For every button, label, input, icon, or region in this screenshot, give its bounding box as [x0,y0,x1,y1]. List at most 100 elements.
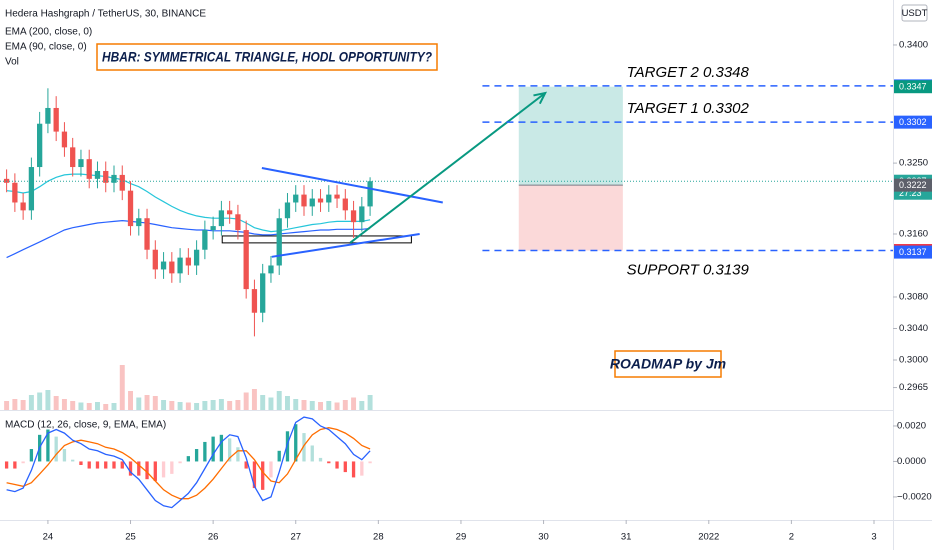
level-label: TARGET 1 0.3302 [627,100,750,117]
volume-bar [103,404,109,410]
macd-histogram-bar [4,461,9,469]
candle-body [251,289,258,313]
macd-histogram-bar [211,436,215,462]
candle-body [309,198,315,207]
y-tick-label: 0.3400 [899,39,928,50]
volume-bar [367,395,373,410]
macd-histogram-bar [360,461,364,476]
volume-bar [285,396,290,410]
price-tag [894,115,932,129]
volume-bar [144,395,150,410]
volume-bar [70,401,76,410]
level-label: TARGET 2 0.3348 [627,64,750,81]
candle-body [193,249,200,266]
candle-body [260,273,266,313]
volume-bar [28,395,34,410]
volume-bar [301,400,307,410]
volume-bar [342,400,348,410]
candle-body [144,218,150,250]
volume-bar [326,401,332,410]
volume-bar [210,400,216,410]
arrow [349,92,546,244]
candle-body [276,218,282,266]
volume-bar [95,402,100,410]
macd-histogram-bar [294,424,298,462]
volume-bar [260,395,266,410]
candle-body [210,226,216,231]
candle-body [111,174,117,183]
macd-histogram-bar [252,461,257,489]
volume-bar [177,402,183,410]
x-tick-label: 2022 [698,532,719,543]
x-tick-label: 2 [789,532,794,543]
macd-histogram-bar [137,461,141,476]
headline-box [96,43,438,71]
price-tag [894,80,932,94]
volume-bar [251,389,257,410]
candle-body [342,198,348,211]
volume-bar [268,397,274,410]
x-tick-label: 27 [290,532,301,543]
macd-histogram-bar [194,449,199,462]
arrow-head [533,91,548,105]
macd-histogram-bar [236,447,240,462]
macd-histogram-bar [79,461,83,465]
candle-body [235,214,241,231]
volume-bar [185,402,191,410]
ema-line [6,173,371,233]
volume-bar [4,401,10,410]
candle-body [28,167,35,211]
signature: ROADMAP by Jm [610,356,726,372]
volume-bar [334,402,340,410]
volume-bar [152,396,158,410]
level-label: SUPPORT 0.3139 [627,261,750,278]
candle-body [268,265,274,274]
volume-bar [276,391,282,410]
candle-body [70,147,76,168]
y-tick-label: 0.3160 [899,228,928,239]
x-tick-label: 25 [125,532,136,543]
macd-histogram-bar [153,461,157,481]
candle-body [103,170,109,183]
macd-histogram-bar [87,461,91,469]
candle-body [293,194,299,203]
countdown: 27:23 [899,188,922,198]
volume-bar [194,403,200,410]
candle-body [334,194,340,199]
candle-body [350,210,357,223]
price-tag [894,178,932,192]
macd-histogram-bar [219,434,224,462]
candle-body [367,181,373,207]
volume-bar [202,401,208,410]
x-tick-label: 31 [621,532,632,543]
x-tick-label: 24 [43,532,54,543]
macd-histogram-bar [178,461,182,464]
macd-histogram-bar [62,449,67,462]
candle-body [37,123,43,168]
headline: HBAR: SYMMETRICAL TRIANGLE, HODL OPPORTU… [102,49,432,65]
volume-bar [169,401,175,410]
candle-body [78,159,84,168]
x-tick-label: 3 [871,532,876,543]
candle-body [227,210,233,215]
y-tick-label: 0.0000 [897,456,926,467]
candle-body [45,107,51,124]
y-tick-label: 0.3250 [899,158,928,169]
volume-bar [119,365,125,410]
candle-body [94,170,101,179]
macd-histogram-bar [71,459,75,462]
y-tick-label: 0.3000 [899,355,928,366]
x-tick-label: 26 [208,532,219,543]
volume-bar [293,399,299,410]
macd-histogram-bar [285,431,290,462]
candle-body [359,206,365,223]
macd-histogram-bar [29,449,34,462]
loss-zone [518,185,623,251]
macd-histogram-bar [128,461,133,476]
macd-histogram-bar [203,441,207,462]
ema-line [6,219,371,259]
x-tick-label: 30 [538,532,549,543]
volume-bar [53,396,59,410]
macd-histogram-bar [186,456,190,462]
y-tick-label: 0.0020 [897,420,926,431]
